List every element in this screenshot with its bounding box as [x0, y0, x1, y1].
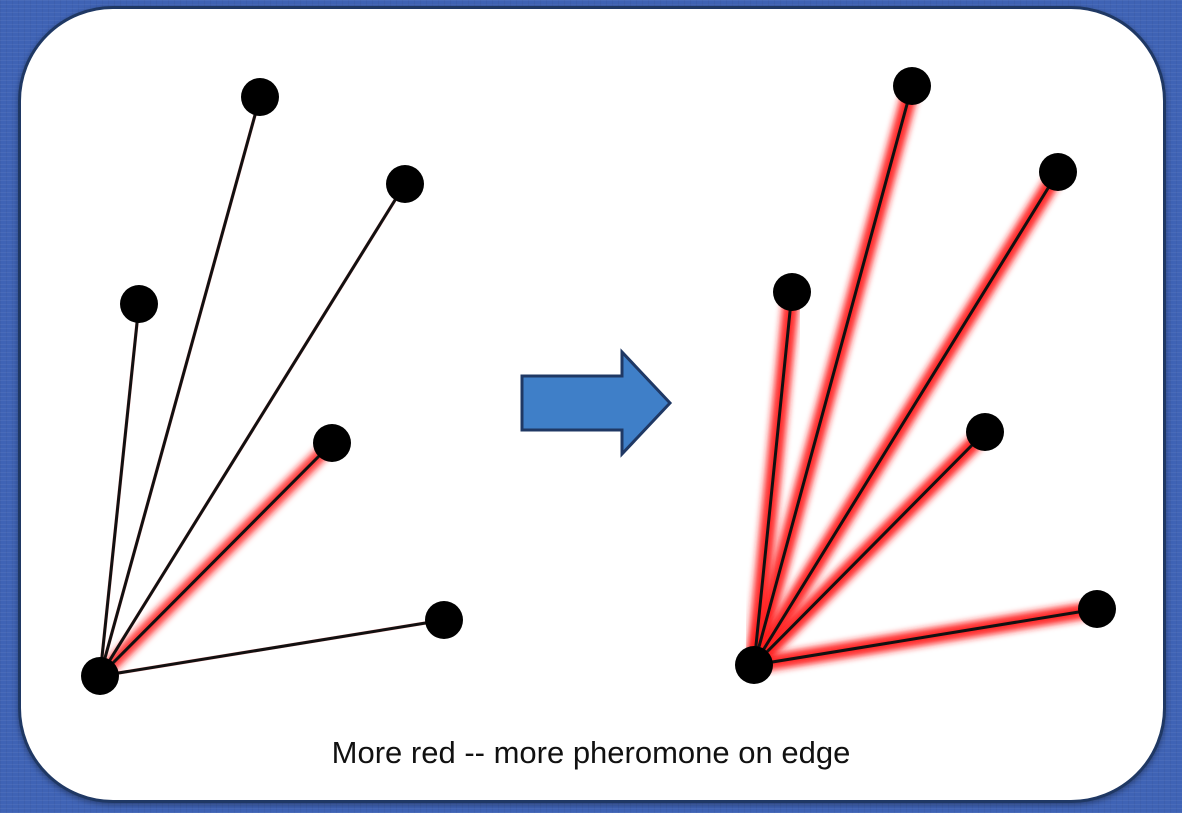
edge-after-A-D — [752, 290, 794, 667]
node-after-E — [966, 413, 1004, 451]
node-after-B — [893, 67, 931, 105]
edge-before-A-B — [98, 95, 262, 678]
edge-before-A-D — [98, 302, 141, 678]
node-after-A — [735, 646, 773, 684]
node-after-D — [773, 273, 811, 311]
graph-before — [81, 78, 463, 695]
edge-before-A-C — [98, 182, 407, 678]
transition-arrow — [520, 348, 673, 458]
node-before-F — [425, 601, 463, 639]
graph-after — [735, 67, 1116, 684]
edge-after-A-C — [752, 170, 1060, 667]
node-before-C — [386, 165, 424, 203]
node-after-C — [1039, 153, 1077, 191]
caption: More red -- more pheromone on edge — [331, 735, 851, 770]
node-after-F — [1078, 590, 1116, 628]
edge-after-A-B — [752, 84, 914, 667]
node-before-A — [81, 657, 119, 695]
node-before-B — [241, 78, 279, 116]
graph-layer — [81, 67, 1116, 695]
edge-after-A-E — [752, 430, 987, 667]
edge-after-A-F — [752, 607, 1099, 667]
node-before-E — [313, 424, 351, 462]
node-before-D — [120, 285, 158, 323]
edge-before-A-F — [98, 618, 446, 678]
edge-before-A-E — [98, 441, 334, 678]
